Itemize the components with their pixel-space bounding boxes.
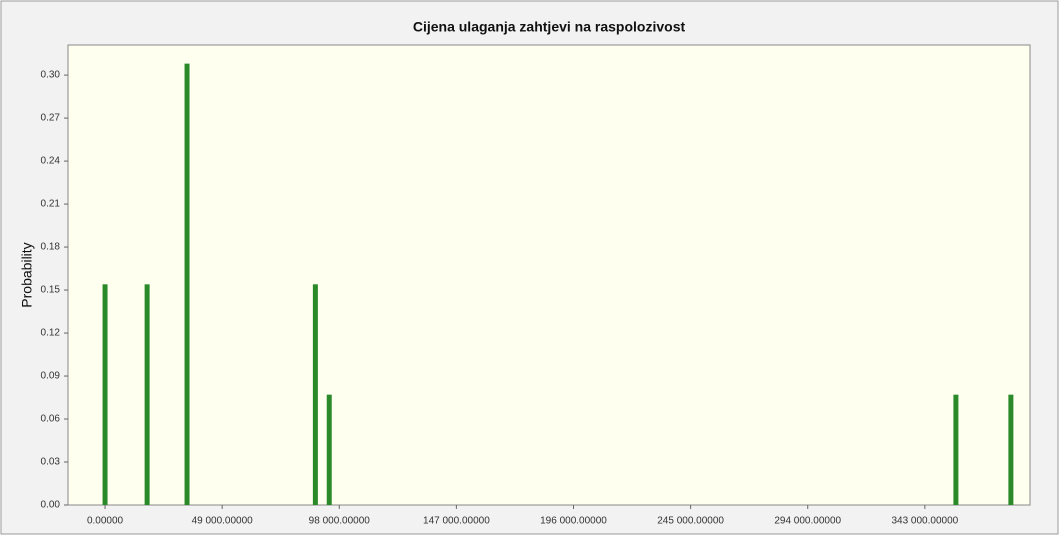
y-tick-label: 0.09 <box>41 371 61 382</box>
x-tick-label: 196 000.00000 <box>540 516 607 527</box>
y-tick-label: 0.27 <box>41 113 61 124</box>
x-tick-label: 0.00000 <box>87 516 124 527</box>
y-axis-label: Probability <box>19 242 35 307</box>
y-tick-label: 0.18 <box>41 242 61 253</box>
y-tick-label: 0.15 <box>41 285 61 296</box>
bar <box>184 63 190 506</box>
bar <box>102 284 108 505</box>
y-tick-label: 0.30 <box>41 70 61 81</box>
bar <box>953 394 959 505</box>
bar <box>326 394 332 505</box>
bar <box>144 284 150 505</box>
chart-title: Cijena ulaganja zahtjevi na raspolozivos… <box>413 19 686 35</box>
bar <box>312 284 318 505</box>
x-tick-label: 343 000.00000 <box>891 516 958 527</box>
x-tick-label: 49 000.00000 <box>192 516 254 527</box>
x-tick-label: 245 000.00000 <box>657 516 724 527</box>
x-tick-label: 98 000.00000 <box>309 516 371 527</box>
y-tick-label: 0.12 <box>41 328 61 339</box>
plot-area <box>67 44 1031 506</box>
bar <box>1008 394 1014 505</box>
x-tick-label: 147 000.00000 <box>423 516 490 527</box>
y-tick-label: 0.24 <box>41 156 61 167</box>
y-tick-label: 0.06 <box>41 414 61 425</box>
y-tick-label: 0.00 <box>41 500 61 511</box>
x-tick-label: 294 000.00000 <box>774 516 841 527</box>
y-tick-label: 0.03 <box>41 457 61 468</box>
y-tick-label: 0.21 <box>41 199 61 210</box>
